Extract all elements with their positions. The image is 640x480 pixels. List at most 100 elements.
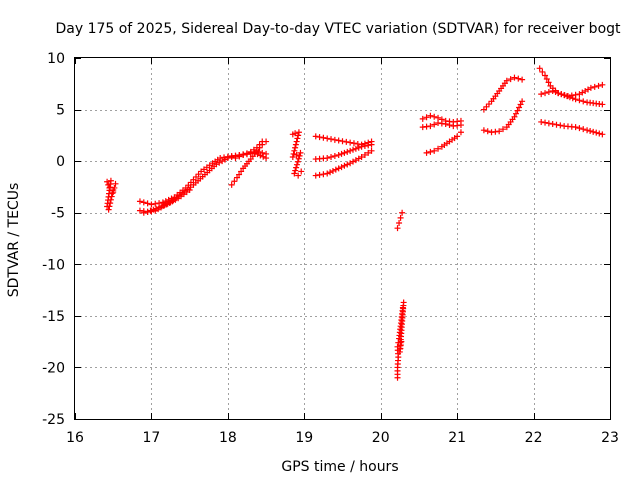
data-point [232, 155, 239, 162]
data-point [234, 174, 241, 181]
data-point [347, 147, 354, 154]
data-point [361, 143, 368, 150]
data-point [423, 149, 430, 156]
data-point [368, 141, 375, 148]
data-point [457, 122, 464, 129]
data-point [292, 167, 299, 174]
data-point [231, 178, 238, 185]
x-axis-ticks: 16 17 18 19 20 21 22 23 [66, 58, 619, 446]
plot-frame [74, 57, 611, 420]
data-point [152, 200, 159, 207]
data-point [236, 153, 243, 160]
data-point [511, 113, 518, 120]
data-point [236, 171, 243, 178]
x-tick-label: 18 [219, 430, 237, 446]
data-point [572, 96, 579, 103]
data-point [294, 158, 301, 165]
data-point [140, 209, 147, 216]
data-point [576, 97, 583, 104]
data-point [291, 170, 298, 177]
data-point [496, 128, 503, 135]
data-point [238, 168, 245, 175]
data-point [545, 89, 552, 96]
x-tick-label: 23 [601, 430, 619, 446]
data-point [599, 101, 606, 108]
data-point [335, 165, 342, 172]
data-point [324, 170, 331, 177]
data-point [165, 196, 172, 203]
data-point [327, 169, 334, 176]
data-point [593, 129, 600, 136]
data-point [543, 75, 550, 82]
data-point [365, 149, 372, 156]
data-point [454, 133, 461, 140]
x-tick-label: 22 [525, 430, 543, 446]
data-point [557, 122, 564, 129]
data-point [148, 201, 155, 208]
data-point [539, 68, 546, 75]
data-point [580, 98, 587, 105]
x-tick-label: 16 [66, 430, 84, 446]
data-point [549, 88, 556, 95]
data-point [507, 76, 514, 83]
data-point [257, 152, 264, 159]
data-point [338, 164, 345, 171]
data-point [566, 94, 573, 101]
data-point [329, 167, 336, 174]
data-point [108, 193, 115, 200]
data-point [253, 144, 260, 151]
data-point [107, 196, 114, 203]
data-point [427, 148, 434, 155]
data-point [343, 138, 350, 145]
data-point [595, 82, 602, 89]
data-point [484, 128, 491, 135]
data-point [435, 114, 442, 121]
data-point [256, 141, 263, 148]
data-point [293, 151, 300, 158]
data-point [552, 89, 559, 96]
data-point [423, 114, 430, 121]
data-point [587, 128, 594, 135]
data-point [335, 151, 342, 158]
data-point [316, 171, 323, 178]
data-point [312, 133, 319, 140]
data-point [136, 198, 143, 205]
data-point [144, 200, 151, 207]
data-point [365, 142, 372, 149]
data-point [292, 141, 299, 148]
y-axis-label: SDTVAR / TECUs [6, 183, 22, 298]
data-point [316, 134, 323, 141]
data-point [431, 147, 438, 154]
y-tick-label: -15 [42, 309, 65, 325]
data-point [361, 151, 368, 158]
data-point [295, 172, 302, 179]
data-point [292, 144, 299, 151]
data-point [399, 209, 406, 216]
x-tick-label: 19 [295, 430, 313, 446]
data-point [297, 149, 304, 156]
data-points [104, 65, 606, 381]
data-point [224, 153, 231, 160]
data-point [263, 155, 270, 162]
data-point [549, 121, 556, 128]
data-point [107, 200, 114, 207]
data-point [295, 132, 302, 139]
data-point [572, 124, 579, 131]
data-point [545, 120, 552, 127]
data-point [324, 135, 331, 142]
data-point [331, 136, 338, 143]
y-tick-label: -5 [51, 206, 65, 222]
data-point [561, 92, 568, 99]
data-point [545, 79, 552, 86]
data-point [140, 199, 147, 206]
y-tick-label: -10 [42, 257, 65, 273]
data-point [558, 91, 565, 98]
data-point [144, 209, 151, 216]
data-point [599, 131, 606, 138]
data-point [576, 125, 583, 132]
chart-title: Day 175 of 2025, Sidereal Day-to-day VTE… [55, 21, 621, 37]
data-point [350, 140, 357, 147]
data-point [442, 121, 449, 128]
data-point [156, 200, 163, 207]
data-point [312, 172, 319, 179]
